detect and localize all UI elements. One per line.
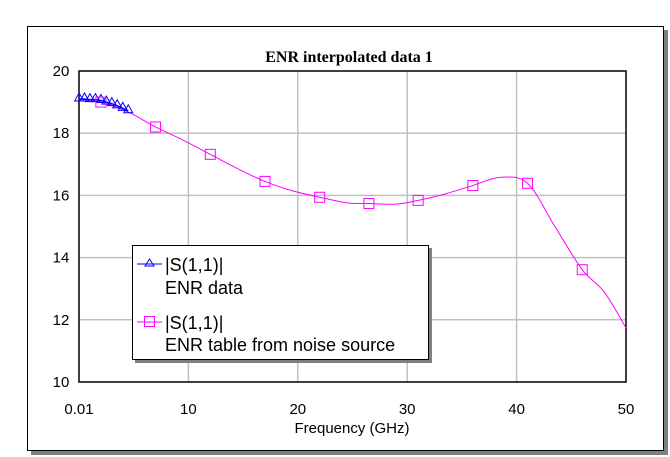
series-layer <box>73 91 627 329</box>
triangle-marker-icon <box>117 101 129 111</box>
y-tick-label: 14 <box>53 250 70 267</box>
square-marker-icon <box>363 197 375 209</box>
square-marker-icon <box>150 121 162 133</box>
y-tick-label: 16 <box>53 187 70 204</box>
triangle-marker-icon <box>84 92 96 103</box>
triangle-marker-icon <box>144 258 155 267</box>
x-tick-label: 40 <box>508 401 525 418</box>
series-line-enr-table <box>79 98 627 329</box>
square-marker-icon <box>412 194 424 206</box>
square-marker-icon <box>144 316 155 327</box>
x-tick-label: 30 <box>399 401 416 418</box>
legend-box <box>132 245 429 360</box>
triangle-marker-icon <box>79 91 90 102</box>
square-marker-icon <box>467 179 479 191</box>
square-marker-icon <box>95 96 107 108</box>
x-tick-label: 0.01 <box>64 401 93 418</box>
triangle-marker-icon <box>95 93 107 104</box>
x-axis-ticks: 0.01 10 20 30 40 50 <box>64 401 634 418</box>
legend: |S(1,1)| ENR data |S(1,1)| ENR table fro… <box>132 245 432 363</box>
y-tick-label: 10 <box>53 374 70 391</box>
x-tick-label: 50 <box>618 401 635 418</box>
square-marker-icon <box>204 148 216 160</box>
y-axis-ticks: 10 12 14 16 18 20 <box>53 63 70 391</box>
y-tick-label: 12 <box>53 312 70 329</box>
square-marker-icon <box>259 175 271 187</box>
chart-window: ENR interpolated data 1 10 12 14 16 18 20 0.0… <box>27 26 668 455</box>
square-marker-icon <box>576 264 588 276</box>
legend-label-line2: ENR table from noise source <box>165 335 395 355</box>
x-tick-label: 20 <box>289 401 306 418</box>
x-axis-label: Frequency (GHz) <box>294 420 409 437</box>
legend-item-enr-data[interactable]: |S(1,1)| ENR data <box>137 255 244 298</box>
y-tick-label: 20 <box>53 63 70 80</box>
frame-border <box>27 26 664 451</box>
legend-label-line2: ENR data <box>165 278 244 298</box>
square-marker-icon <box>314 191 326 203</box>
triangle-marker-icon <box>73 91 85 102</box>
legend-item-enr-table[interactable]: |S(1,1)| ENR table from noise source <box>137 313 395 355</box>
triangle-marker-icon <box>106 96 118 107</box>
legend-label-line1: |S(1,1)| <box>165 313 223 333</box>
plot-area <box>78 70 627 383</box>
legend-label-line1: |S(1,1)| <box>165 255 223 275</box>
x-tick-label: 10 <box>180 401 197 418</box>
square-marker-icon <box>522 177 534 189</box>
y-tick-label: 18 <box>53 125 70 142</box>
chart-title: ENR interpolated data 1 <box>265 49 433 66</box>
enr-chart: ENR interpolated data 1 10 12 14 16 18 20 0.0… <box>27 26 668 455</box>
triangle-marker-icon <box>111 98 123 109</box>
triangle-marker-icon <box>122 103 134 114</box>
